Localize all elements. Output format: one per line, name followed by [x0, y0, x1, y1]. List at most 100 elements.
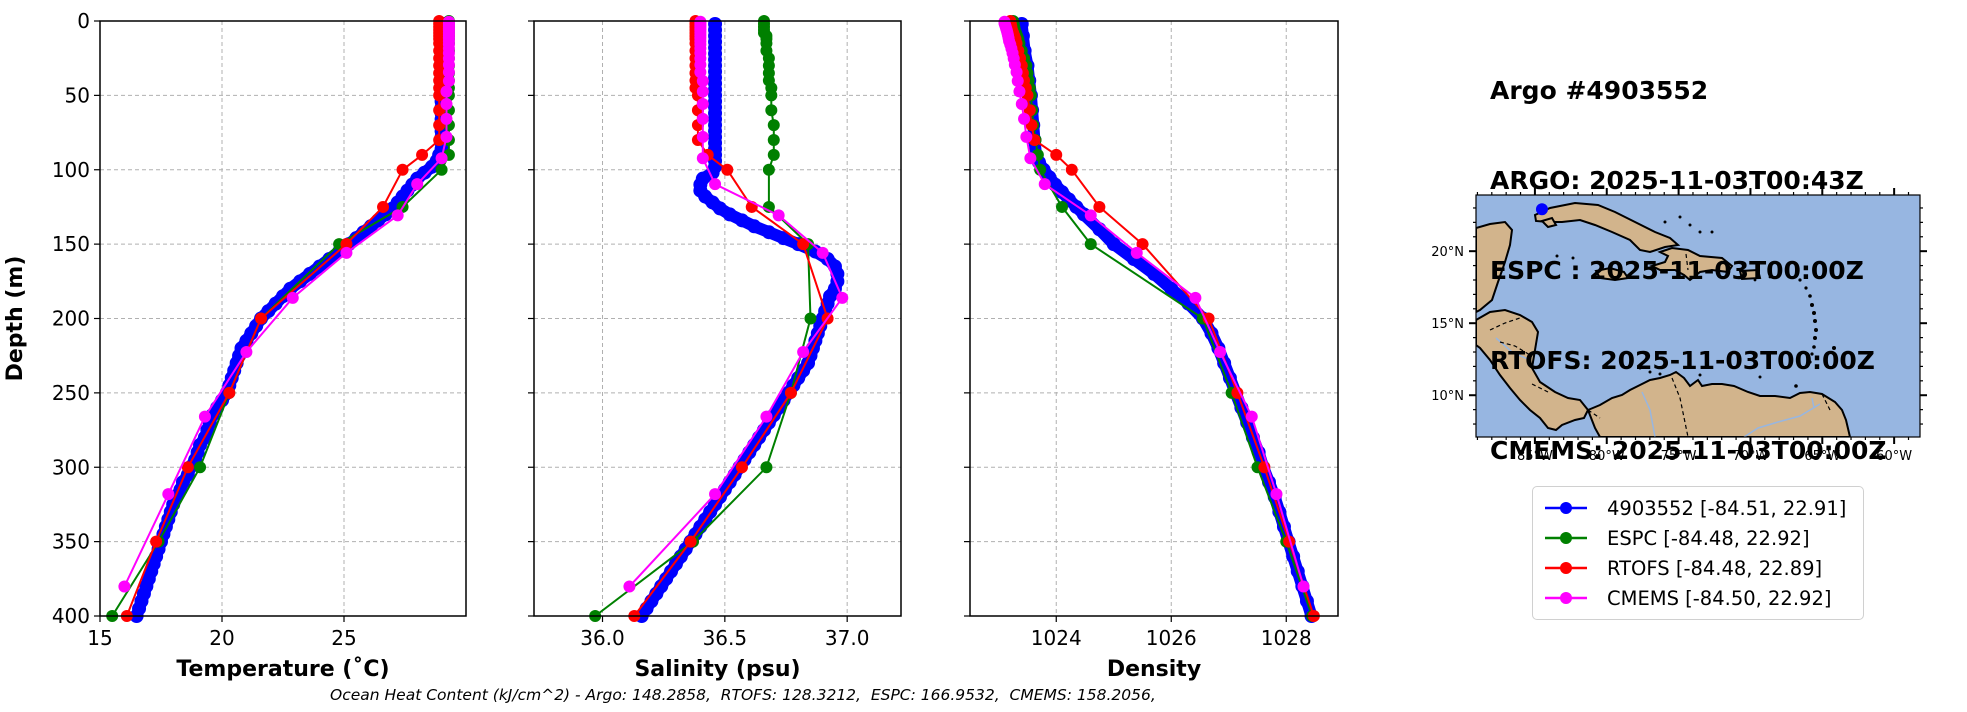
data-point-cmems: [162, 488, 175, 501]
data-point-argo: [734, 213, 749, 228]
data-point-espc: [194, 461, 207, 474]
legend-item-argo: 4903552 [-84.51, 22.91]: [1543, 494, 1846, 522]
salinity-y-ticks: [528, 20, 534, 617]
x-tick-label: 15: [87, 626, 112, 650]
x-tick-label: 20: [209, 626, 234, 650]
data-point-cmems: [240, 345, 253, 358]
data-point-argo: [302, 266, 317, 281]
data-point-rtofs: [1050, 148, 1063, 161]
legend: 4903552 [-84.51, 22.91] ESPC [-84.48, 22…: [1532, 486, 1864, 620]
legend-item-cmems: CMEMS [-84.50, 22.92]: [1543, 584, 1831, 612]
salinity-series: [589, 15, 849, 623]
data-point-argo: [1106, 237, 1121, 252]
data-point-cmems: [709, 178, 722, 191]
data-point-rtofs: [396, 163, 409, 176]
data-point-rtofs: [721, 163, 734, 176]
legend-marker-espc-icon: [1545, 532, 1587, 544]
map-lon-label: 70°W: [1732, 449, 1768, 464]
data-point-espc: [765, 89, 778, 102]
data-point-argo: [761, 225, 776, 240]
series-argo: [1014, 16, 1319, 623]
data-point-cmems: [696, 74, 709, 87]
data-point-rtofs: [784, 386, 797, 399]
data-point-rtofs: [377, 200, 390, 213]
series-cmems: [118, 15, 455, 593]
data-point-cmems: [696, 85, 709, 98]
data-point-argo: [747, 219, 762, 234]
data-point-cmems: [1130, 246, 1143, 259]
x-tick-label: 25: [331, 626, 356, 650]
density-y-ticks: [964, 20, 970, 617]
data-point-cmems: [623, 580, 636, 593]
map-lat-label: 20°N: [1431, 245, 1464, 260]
data-point-cmems: [440, 98, 453, 111]
title-line-float-id: Argo #4903552: [1490, 76, 1709, 105]
profile-title: Argo #4903552 ARGO: 2025-11-03T00:43Z ES…: [1490, 16, 1887, 496]
data-point-cmems: [442, 74, 455, 87]
data-point-rtofs: [1065, 163, 1078, 176]
y-tick-label: 0: [77, 9, 90, 33]
data-point-rtofs: [340, 238, 353, 251]
data-point-rtofs: [797, 238, 810, 251]
data-point-cmems: [836, 291, 849, 304]
data-point-cmems: [797, 345, 810, 358]
data-point-rtofs: [684, 535, 697, 548]
cuba-land: [1533, 201, 1681, 254]
data-point-cmems: [1020, 130, 1033, 143]
data-point-espc: [767, 119, 780, 132]
y-tick-label: 300: [52, 455, 90, 479]
data-point-cmems: [772, 209, 785, 222]
data-point-cmems: [1010, 66, 1023, 79]
ocean-heat-content-footnote: Ocean Heat Content (kJ/cm^2) - Argo: 148…: [330, 686, 1156, 704]
argo-float-location-dot: [1535, 203, 1548, 216]
series-line-argo: [130, 18, 450, 622]
density-panel: 1024 1026 1028 Density: [964, 15, 1339, 682]
argo-float-marker: [1535, 203, 1548, 216]
location-map: 85°W 80°W 75°W 70°W 65°W 60°W 10°N 15°N 20°N: [1431, 188, 1927, 464]
data-point-cmems: [1084, 209, 1097, 222]
salinity-panel: 36.0 36.5 37.0 Salinity (psu): [528, 15, 902, 682]
data-point-argo: [1092, 222, 1107, 237]
map-lon-label: 65°W: [1804, 449, 1840, 464]
map-lon-label: 75°W: [1661, 449, 1697, 464]
legend-label-cmems: CMEMS [-84.50, 22.92]: [1607, 586, 1832, 610]
series-line-argo: [1015, 18, 1318, 622]
x-tick-label: 1028: [1261, 626, 1312, 650]
density-series: [998, 15, 1320, 623]
data-point-cmems: [391, 209, 404, 222]
data-point-rtofs: [255, 312, 268, 325]
series-cmems: [623, 15, 849, 593]
legend-item-espc: ESPC [-84.48, 22.92]: [1543, 524, 1810, 552]
data-point-rtofs: [150, 535, 163, 548]
data-point-argo: [1290, 564, 1305, 579]
data-point-argo: [722, 207, 737, 222]
map-landmasses: [1476, 201, 1852, 437]
data-point-espc: [762, 163, 775, 176]
data-point-argo: [776, 231, 791, 246]
map-lon-label: 80°W: [1589, 449, 1625, 464]
map-ticks: 85°W 80°W 75°W 70°W 65°W 60°W 10°N 15°N 20°N: [1431, 188, 1927, 464]
lesser-antilles: [1555, 215, 1836, 388]
temperature-y-ticks: 0 50 100 150 200 250 300 350 400: [52, 9, 100, 628]
x-tick-label: 37.0: [825, 626, 870, 650]
title-line-rtofs-time: RTOFS: 2025-11-03T00:00Z: [1490, 346, 1875, 375]
data-point-espc: [1034, 163, 1047, 176]
data-point-cmems: [442, 66, 455, 79]
y-tick-label: 350: [52, 530, 90, 554]
data-point-rtofs: [416, 148, 429, 161]
y-tick-label: 200: [52, 307, 90, 331]
series-cmems: [998, 15, 1310, 593]
title-line-espc-time: ESPC : 2025-11-03T00:00Z: [1490, 256, 1864, 285]
series-argo: [129, 16, 452, 623]
data-point-cmems: [411, 178, 424, 191]
data-point-espc: [767, 148, 780, 161]
data-point-cmems: [696, 112, 709, 125]
country-borders: [1489, 253, 1831, 437]
x-tick-label: 36.5: [703, 626, 748, 650]
data-point-argo: [1147, 266, 1161, 281]
data-point-rtofs: [181, 461, 194, 474]
data-point-cmems: [696, 130, 709, 143]
central-america-land: [1476, 308, 1590, 432]
data-point-cmems: [440, 130, 453, 143]
map-lat-label: 10°N: [1431, 389, 1464, 404]
